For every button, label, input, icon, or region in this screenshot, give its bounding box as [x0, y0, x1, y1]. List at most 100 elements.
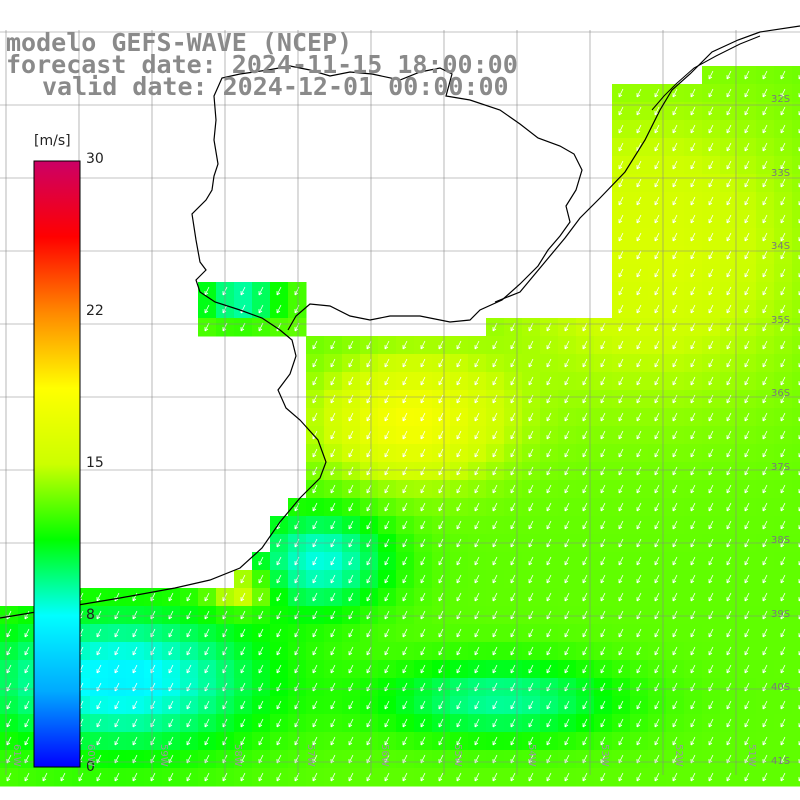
lon-label: 53W: [599, 744, 610, 767]
wind-arrow: [708, 394, 714, 404]
wind-arrow: [726, 106, 732, 116]
wind-arrow: [348, 376, 354, 386]
wind-arrow: [636, 304, 642, 314]
wind-arrow: [402, 394, 408, 404]
wind-arrow: [546, 574, 552, 584]
wind-arrow: [690, 394, 696, 404]
wind-arrow: [744, 160, 750, 170]
wind-arrow: [240, 736, 246, 746]
speed-cell: [792, 120, 800, 139]
wind-arrow: [510, 556, 516, 566]
wind-arrow: [618, 664, 624, 674]
wind-arrow: [636, 394, 642, 404]
wind-arrow: [618, 520, 624, 530]
speed-cell: [792, 372, 800, 391]
wind-arrow: [564, 574, 570, 584]
wind-arrow: [132, 700, 138, 710]
wind-arrow: [366, 484, 372, 494]
wind-arrow: [726, 520, 732, 530]
wind-arrow: [636, 178, 642, 188]
wind-arrow: [456, 700, 462, 710]
wind-arrow: [636, 250, 642, 260]
wind-arrow: [780, 520, 786, 530]
wind-arrow: [726, 466, 732, 476]
wind-arrow: [546, 700, 552, 710]
wind-arrow: [564, 736, 570, 746]
wind-arrow: [168, 736, 174, 746]
wind-arrow: [780, 70, 786, 80]
speed-cell: [792, 174, 800, 193]
wind-arrow: [510, 358, 516, 368]
wind-arrow: [744, 124, 750, 134]
speed-cell: [792, 714, 800, 733]
wind-arrow: [312, 376, 318, 386]
wind-arrow: [690, 430, 696, 440]
wind-arrow: [690, 700, 696, 710]
wind-arrow: [240, 610, 246, 620]
wind-arrow: [762, 700, 768, 710]
wind-arrow: [366, 574, 372, 584]
wind-arrow: [330, 430, 336, 440]
speed-cell: [792, 660, 800, 679]
wind-arrow: [312, 736, 318, 746]
wind-arrow: [348, 340, 354, 350]
wind-arrow: [690, 610, 696, 620]
wind-arrow: [564, 592, 570, 602]
wind-arrow: [744, 736, 750, 746]
wind-arrow: [564, 664, 570, 674]
wind-arrow: [762, 160, 768, 170]
wind-arrow: [474, 520, 480, 530]
wind-arrow: [762, 772, 768, 782]
wind-arrow: [438, 412, 444, 422]
wind-arrow: [762, 268, 768, 278]
wind-arrow: [726, 322, 732, 332]
wind-arrow: [600, 574, 606, 584]
wind-arrow: [654, 142, 660, 152]
wind-arrow: [708, 358, 714, 368]
wind-arrow: [744, 250, 750, 260]
wind-arrow: [294, 736, 300, 746]
wind-arrow: [618, 448, 624, 458]
wind-arrow: [636, 484, 642, 494]
wind-arrow: [780, 232, 786, 242]
wind-arrow: [258, 304, 264, 314]
colorbar-tick-8: 8: [86, 607, 95, 623]
wind-arrow: [330, 592, 336, 602]
wind-arrow: [528, 574, 534, 584]
wind-arrow: [204, 628, 210, 638]
wind-arrow: [762, 196, 768, 206]
wind-arrow: [672, 88, 678, 98]
wind-arrow: [438, 430, 444, 440]
wind-arrow: [636, 124, 642, 134]
wind-arrow: [582, 484, 588, 494]
speed-cell: [792, 210, 800, 229]
wind-arrow: [690, 250, 696, 260]
wind-arrow: [186, 592, 192, 602]
wind-arrow: [204, 664, 210, 674]
wind-arrow: [420, 520, 426, 530]
wind-arrow: [600, 466, 606, 476]
wind-arrow: [546, 466, 552, 476]
wind-arrow: [780, 304, 786, 314]
wind-arrow: [474, 394, 480, 404]
wind-arrow: [654, 646, 660, 656]
wind-arrow: [24, 718, 30, 728]
wind-arrow: [384, 430, 390, 440]
wind-arrow: [492, 610, 498, 620]
wind-arrow: [510, 448, 516, 458]
wind-arrow: [294, 628, 300, 638]
wind-arrow: [564, 700, 570, 710]
wind-arrow: [528, 502, 534, 512]
wind-arrow: [492, 646, 498, 656]
wind-arrow: [600, 772, 606, 782]
wind-arrow: [294, 304, 300, 314]
wind-arrow: [582, 556, 588, 566]
wind-arrow: [726, 268, 732, 278]
wind-arrow: [636, 502, 642, 512]
speed-cell: [792, 642, 800, 661]
wind-arrow: [348, 646, 354, 656]
wind-arrow: [654, 322, 660, 332]
wind-arrow: [528, 736, 534, 746]
wind-arrow: [546, 322, 552, 332]
wind-arrow: [762, 376, 768, 386]
